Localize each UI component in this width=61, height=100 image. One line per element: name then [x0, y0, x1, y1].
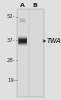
- Text: TWA1: TWA1: [46, 38, 61, 44]
- Bar: [19, 40, 26, 42]
- Bar: [17, 9, 44, 97]
- Bar: [20, 19, 25, 22]
- Text: 19-: 19-: [7, 78, 16, 82]
- Text: 28-: 28-: [7, 57, 16, 62]
- Text: A: A: [20, 3, 25, 8]
- Bar: [19, 39, 27, 43]
- Bar: [18, 36, 27, 46]
- Bar: [19, 18, 26, 23]
- Text: 52-: 52-: [7, 14, 16, 20]
- Text: B: B: [32, 3, 37, 8]
- Text: 37-: 37-: [7, 38, 16, 42]
- Bar: [18, 37, 27, 45]
- Bar: [18, 38, 27, 44]
